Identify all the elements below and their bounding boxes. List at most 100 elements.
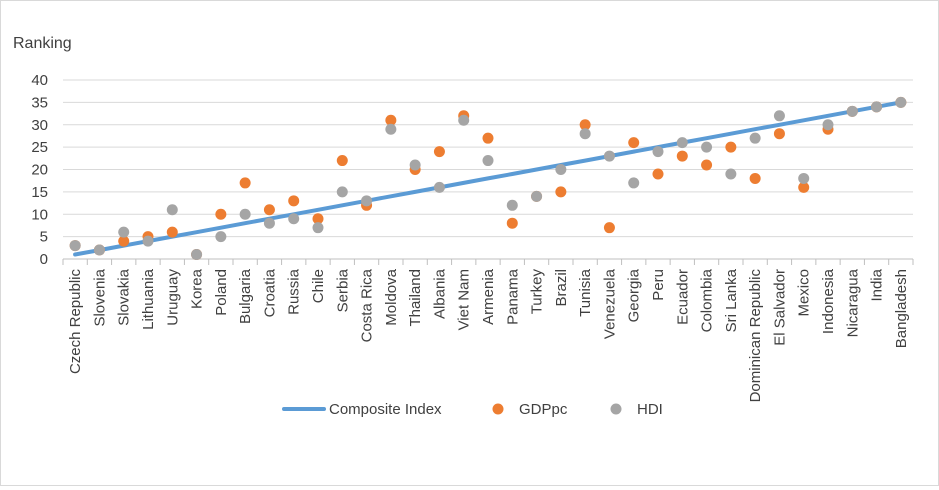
x-tick-label: Peru	[650, 269, 667, 301]
x-tick-label: Chile	[310, 269, 327, 303]
hdi-point	[555, 164, 567, 175]
gdppc-point	[482, 132, 494, 144]
y-tick-labels: 0 5 10 15 20 25 30 35 40	[31, 72, 48, 268]
hdi-series	[69, 96, 907, 261]
hdi-point	[676, 137, 688, 149]
hdi-point	[482, 155, 494, 167]
gdppc-point	[239, 177, 251, 189]
x-tick-label: Moldova	[383, 268, 400, 325]
x-tick-label: Albania	[431, 268, 448, 319]
hdi-point	[312, 222, 324, 234]
x-tick-label: Thailand	[407, 269, 424, 327]
hdi-point	[652, 146, 664, 158]
x-tick-label: Croatia	[261, 268, 278, 317]
x-tick-label: Korea	[189, 268, 206, 309]
x-tick-label: Russia	[286, 268, 303, 315]
x-tick-label: Sri Lanka	[723, 268, 740, 332]
hdi-point	[603, 150, 615, 162]
hdi-point	[579, 128, 591, 140]
hdi-point	[628, 177, 640, 189]
x-tick-label: Bangladesh	[893, 269, 910, 348]
hdi-point	[69, 240, 81, 252]
hdi-point	[336, 186, 348, 198]
x-tick-label: Viet Nam	[456, 269, 473, 330]
hdi-point	[166, 204, 178, 216]
x-tick-label: Indonesia	[820, 268, 837, 334]
gdppc-point	[749, 172, 761, 184]
x-tick-label: Colombia	[699, 268, 716, 332]
gdppc-point	[579, 119, 591, 131]
gdppc-point	[263, 204, 275, 216]
hdi-point	[798, 172, 810, 184]
x-tick-label: Uruguay	[164, 269, 181, 326]
hdi-point	[385, 123, 397, 135]
composite-index-series	[73, 100, 903, 257]
x-tick-label: Tunisia	[577, 268, 594, 316]
y-tick-label: 35	[31, 94, 48, 111]
gdppc-point	[701, 159, 713, 171]
x-tick-label: India	[869, 268, 886, 301]
x-tick-label: Czech Republic	[67, 269, 84, 375]
gdppc-point	[433, 146, 445, 158]
hdi-point	[191, 249, 203, 261]
hdi-point	[93, 244, 105, 256]
y-tick-label: 25	[31, 139, 48, 156]
x-tick-label: Slovenia	[91, 268, 108, 326]
x-tick-label: Ecuador	[674, 269, 691, 325]
gdppc-point	[725, 141, 737, 153]
y-axis-title: Ranking	[13, 35, 72, 52]
gdppc-point	[215, 208, 227, 220]
x-tick-label: Bulgaria	[237, 268, 254, 324]
hdi-point	[142, 235, 154, 247]
x-tick-label: Nicaragua	[844, 268, 861, 337]
gdppc-point	[118, 235, 130, 247]
hdi-point	[458, 114, 470, 126]
x-tick-label: El Salvador	[771, 269, 788, 346]
y-tick-label: 30	[31, 117, 48, 134]
x-tick-label: Venezuela	[601, 268, 618, 339]
y-tick-label: 20	[31, 162, 48, 179]
legend-hdi-swatch	[610, 403, 622, 415]
hdi-point	[749, 132, 761, 144]
hdi-point	[263, 217, 275, 229]
gdppc-point	[288, 195, 300, 207]
x-tick-label: Brazil	[553, 269, 570, 307]
hdi-point	[531, 190, 543, 202]
x-tick-label: Panama	[504, 268, 521, 325]
hdi-point	[215, 231, 227, 243]
hdi-point	[895, 96, 907, 108]
hdi-point	[773, 110, 785, 122]
hdi-point	[409, 159, 421, 171]
legend-gdppc-label: GDPpc	[519, 401, 568, 418]
x-tick-label: Mexico	[796, 269, 813, 317]
gdppc-point	[336, 155, 348, 167]
x-tick-label: Serbia	[334, 268, 351, 312]
gdppc-point	[628, 137, 640, 149]
x-tick-label: Slovakia	[116, 268, 133, 325]
y-tick-label: 40	[31, 72, 48, 89]
hdi-point	[361, 195, 373, 207]
legend: Composite Index GDPpc HDI	[282, 401, 663, 418]
hdi-point	[118, 226, 130, 238]
hdi-point	[506, 199, 518, 211]
gdppc-point	[506, 217, 518, 229]
x-tick-label: Georgia	[626, 268, 643, 322]
x-tick-label: Costa Rica	[359, 268, 376, 342]
y-tick-label: 10	[31, 206, 48, 223]
hdi-point	[846, 105, 858, 117]
hdi-point	[433, 181, 445, 193]
composite-index-line	[73, 100, 903, 257]
gdppc-point	[555, 186, 567, 198]
gdppc-point	[773, 128, 785, 140]
x-tick-label: Turkey	[529, 269, 546, 315]
y-tick-label: 15	[31, 184, 48, 201]
gdppc-point	[676, 150, 688, 162]
legend-hdi-label: HDI	[637, 401, 663, 418]
hdi-point	[239, 208, 251, 220]
gdppc-point	[652, 168, 664, 180]
hdi-point	[871, 101, 883, 113]
y-tick-label: 5	[40, 229, 48, 246]
hdi-point	[822, 119, 834, 131]
hdi-point	[288, 213, 300, 225]
